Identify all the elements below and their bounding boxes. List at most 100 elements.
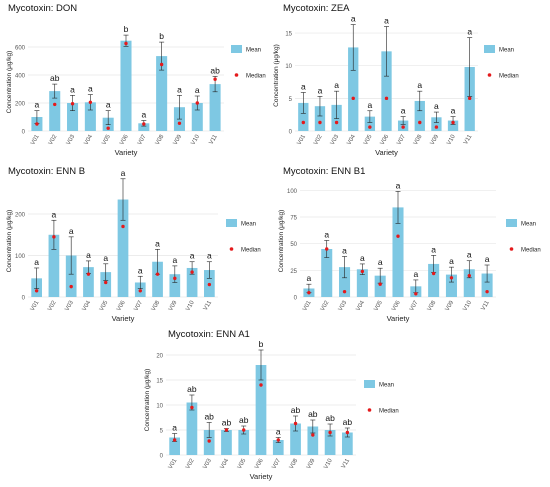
significance-letter: a bbox=[434, 101, 439, 111]
chart-title: Mycotoxin: ZEA bbox=[283, 3, 350, 14]
legend-swatch-mean bbox=[506, 219, 517, 227]
significance-letter: a bbox=[334, 80, 339, 90]
bar bbox=[381, 51, 392, 132]
x-tick-label: V02 bbox=[47, 299, 58, 312]
significance-letter: a bbox=[396, 180, 401, 190]
significance-letter: a bbox=[360, 253, 365, 263]
median-point bbox=[213, 77, 217, 81]
x-tick-label: V09 bbox=[445, 299, 456, 312]
bar bbox=[209, 84, 221, 131]
x-tick-label: V02 bbox=[48, 133, 59, 146]
x-tick-label: V11 bbox=[463, 133, 474, 145]
median-point bbox=[396, 234, 400, 238]
x-tick-label: V04 bbox=[220, 457, 231, 470]
median-point bbox=[121, 224, 125, 229]
significance-letter: a bbox=[69, 226, 74, 236]
bar bbox=[431, 117, 442, 131]
significance-letter: a bbox=[324, 229, 329, 239]
significance-letter: a bbox=[431, 244, 436, 254]
y-tick-label: 200 bbox=[15, 102, 26, 108]
significance-letter: a bbox=[86, 250, 91, 260]
significance-letter: a bbox=[52, 209, 57, 219]
x-tick-label: V01 bbox=[302, 299, 313, 312]
x-tick-label: V06 bbox=[380, 133, 391, 146]
significance-letter: a bbox=[449, 256, 454, 266]
significance-letter: b bbox=[124, 24, 129, 34]
significance-letter: ab bbox=[50, 73, 60, 83]
bar bbox=[169, 437, 180, 455]
x-tick-label: V05 bbox=[237, 457, 248, 470]
significance-letter: a bbox=[34, 257, 39, 267]
median-point bbox=[173, 276, 177, 281]
significance-letter: ab bbox=[343, 417, 353, 427]
significance-letter: ab bbox=[187, 384, 197, 394]
x-tick-label: V11 bbox=[203, 299, 214, 311]
chart-panel-0: Mycotoxin: DON0200400600aV01abV02aV03aV0… bbox=[6, 3, 266, 157]
chart-title: Mycotoxin: ENN A1 bbox=[168, 329, 250, 340]
y-axis-label: Concentration (μg/kg) bbox=[6, 51, 13, 114]
bar bbox=[169, 274, 181, 297]
bar bbox=[117, 199, 129, 297]
y-tick-label: 15 bbox=[285, 32, 292, 38]
bar bbox=[447, 120, 459, 131]
y-tick-label: 100 bbox=[15, 254, 26, 260]
bar bbox=[290, 423, 301, 455]
median-point bbox=[190, 270, 194, 274]
median-point bbox=[53, 102, 57, 107]
significance-letter: a bbox=[207, 251, 212, 261]
significance-letter: a bbox=[172, 423, 177, 433]
median-point bbox=[195, 101, 199, 105]
bar bbox=[255, 365, 267, 455]
legend-swatch-median bbox=[367, 408, 372, 412]
bar bbox=[324, 430, 336, 455]
bar bbox=[191, 103, 203, 131]
x-tick-label: V05 bbox=[101, 133, 112, 146]
x-tick-label: V03 bbox=[338, 299, 349, 312]
median-point bbox=[378, 282, 382, 286]
chart-title: Mycotoxin: ENN B1 bbox=[283, 166, 365, 177]
y-tick-label: 5 bbox=[160, 429, 164, 435]
median-point bbox=[276, 438, 280, 442]
median-point bbox=[190, 405, 194, 410]
significance-letter: a bbox=[351, 14, 356, 24]
legend-label-mean: Mean bbox=[246, 48, 261, 54]
median-point bbox=[384, 96, 389, 101]
median-point bbox=[307, 291, 311, 295]
y-tick-label: 600 bbox=[15, 46, 26, 52]
median-point bbox=[449, 276, 454, 280]
median-point bbox=[301, 120, 306, 125]
y-tick-label: 0 bbox=[22, 296, 26, 302]
median-point bbox=[104, 280, 108, 285]
x-tick-label: V09 bbox=[430, 133, 441, 146]
legend-label-median: Median bbox=[499, 74, 519, 80]
significance-letter: a bbox=[485, 254, 490, 264]
x-tick-label: V11 bbox=[341, 457, 352, 469]
median-point bbox=[52, 235, 56, 239]
significance-letter: a bbox=[70, 84, 75, 94]
x-tick-label: V03 bbox=[330, 133, 341, 146]
x-tick-label: V04 bbox=[356, 299, 367, 312]
y-axis-label: Concentration (μg/kg) bbox=[6, 210, 13, 273]
x-tick-label: V02 bbox=[185, 457, 196, 470]
median-point bbox=[34, 289, 39, 293]
y-axis-label: Concentration (μg/kg) bbox=[278, 210, 285, 273]
significance-letter: a bbox=[467, 250, 472, 260]
x-tick-label: V05 bbox=[363, 133, 374, 146]
bar bbox=[100, 272, 112, 297]
x-tick-label: V01 bbox=[297, 133, 308, 146]
median-point bbox=[207, 439, 211, 443]
median-point bbox=[69, 284, 73, 289]
x-tick-label: V01 bbox=[30, 299, 41, 312]
chart-panel-4: Mycotoxin: ENN A105101520aV01abV02abV03a… bbox=[144, 329, 399, 481]
legend-swatch-median bbox=[509, 247, 514, 251]
legend-swatch-mean bbox=[484, 45, 495, 53]
x-tick-label: V08 bbox=[151, 299, 162, 312]
legend-swatch-mean bbox=[231, 45, 242, 53]
median-point bbox=[342, 289, 347, 294]
x-tick-label: V06 bbox=[119, 133, 130, 146]
x-axis-label: Variety bbox=[112, 314, 135, 323]
bar bbox=[428, 263, 440, 297]
x-tick-label: V10 bbox=[462, 299, 473, 312]
bar bbox=[298, 102, 309, 131]
y-tick-label: 15 bbox=[156, 379, 163, 385]
